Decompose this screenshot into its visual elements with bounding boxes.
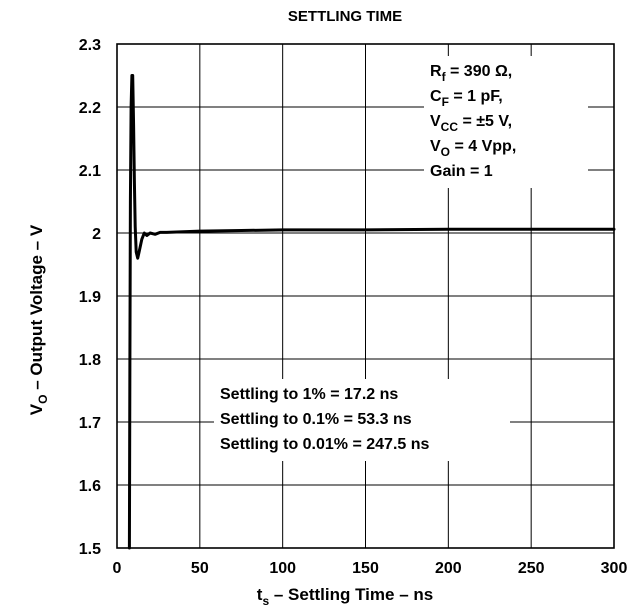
x-axis: 0 50 100 150 200 250 300 (113, 560, 628, 577)
x-tick-label: 50 (191, 560, 209, 577)
y-axis-label: VO – Output Voltage – V (27, 224, 50, 415)
settling-annotation: Settling to 1% = 17.2 ns Settling to 0.1%… (214, 379, 510, 461)
x-axis-label-main: t (257, 585, 263, 604)
x-tick-label: 0 (113, 560, 122, 577)
settling-line: Settling to 1% = 17.2 ns (220, 386, 398, 403)
settling-line: Settling to 0.1% = 53.3 ns (220, 411, 412, 428)
condition-line: VCC = ±5 V, (430, 113, 512, 134)
series-line (127, 74, 616, 550)
settling-line: Settling to 0.01% = 247.5 ns (220, 436, 430, 453)
y-tick-label: 2.1 (79, 163, 101, 180)
conditions-background (424, 56, 588, 188)
plot-frame (116, 43, 615, 549)
x-tick-label: 100 (269, 560, 296, 577)
y-tick-label: 1.9 (79, 289, 101, 306)
condition-line: CF = 1 pF, (430, 88, 503, 109)
x-axis-label: ts – Settling Time – ns (257, 585, 433, 608)
y-axis-label-rest: – Output Voltage – V (27, 224, 46, 394)
y-axis-label-main: V (27, 403, 46, 415)
y-tick-label: 1.7 (79, 415, 101, 432)
y-tick-label: 1.6 (79, 478, 101, 495)
condition-line: Gain = 1 (430, 163, 493, 180)
y-axis-label-sub: O (36, 395, 50, 404)
x-axis-label-rest: – Settling Time – ns (269, 585, 433, 604)
y-axis: 1.5 1.6 1.7 1.8 1.9 2 2.1 2.2 2.3 (79, 37, 101, 558)
y-tick-label: 2.2 (79, 100, 101, 117)
x-tick-label: 150 (352, 560, 379, 577)
x-axis-label-sub: s (262, 594, 269, 608)
y-tick-label: 1.8 (79, 352, 101, 369)
y-tick-label: 1.5 (79, 541, 101, 558)
chart-title: SETTLING TIME (288, 8, 402, 25)
condition-line: Rf = 390 Ω, (430, 63, 512, 84)
grid (117, 44, 614, 548)
condition-line: VO = 4 Vpp, (430, 138, 516, 159)
y-tick-label: 2.3 (79, 37, 101, 54)
conditions-annotation: Rf = 390 Ω, CF = 1 pF, VCC = ±5 V, VO = 4 V… (424, 56, 588, 188)
x-tick-label: 300 (601, 560, 628, 577)
x-tick-label: 250 (518, 560, 545, 577)
y-tick-label: 2 (92, 226, 101, 243)
settling-background (214, 379, 510, 461)
x-tick-label: 200 (435, 560, 462, 577)
